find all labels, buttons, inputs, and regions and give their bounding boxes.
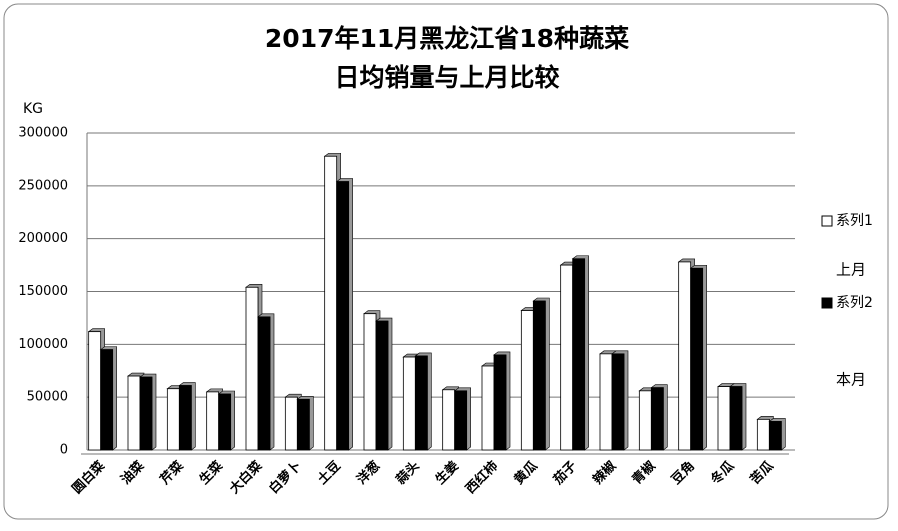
bar <box>206 391 220 451</box>
y-tick-label: 250000 <box>18 178 68 193</box>
bar <box>599 353 613 451</box>
bar <box>218 393 232 451</box>
bar <box>768 421 782 451</box>
bar <box>336 181 350 451</box>
bar <box>100 349 114 451</box>
bar <box>139 376 153 451</box>
bar <box>166 388 180 451</box>
bar <box>178 385 192 451</box>
bar <box>493 354 507 451</box>
bar <box>454 390 468 451</box>
y-tick-label: 0 <box>60 443 68 458</box>
bar <box>756 418 770 451</box>
bar <box>442 389 456 451</box>
bar <box>127 375 141 451</box>
bar <box>532 300 546 451</box>
bar <box>729 386 743 451</box>
chart-title: 日均销量与上月比较 <box>334 63 559 92</box>
y-tick-label: 300000 <box>18 126 68 141</box>
bar <box>296 398 310 451</box>
bar <box>638 390 652 451</box>
legend-label: 系列1 <box>836 213 873 229</box>
bar <box>611 353 625 451</box>
bar <box>324 155 338 451</box>
chart-title: 2017年11月黑龙江省18种蔬菜 <box>265 24 629 53</box>
bar <box>402 356 416 451</box>
y-axis-label: KG <box>23 101 43 117</box>
bar <box>284 396 298 451</box>
bar <box>572 258 586 451</box>
bar <box>88 331 102 451</box>
bar <box>375 320 389 451</box>
legend-label: 系列2 <box>836 295 873 311</box>
y-tick-label: 150000 <box>18 284 68 299</box>
y-tick-label: 50000 <box>27 390 68 405</box>
legend-swatch <box>821 215 833 227</box>
bar <box>520 310 534 451</box>
bar <box>560 264 574 451</box>
bar <box>363 313 377 451</box>
bar <box>690 267 704 451</box>
annotation: 本月 <box>836 371 866 389</box>
bar <box>481 365 495 451</box>
annotation: 上月 <box>836 261 866 279</box>
bar <box>414 355 428 451</box>
y-tick-label: 200000 <box>18 231 68 246</box>
legend-swatch <box>821 297 833 309</box>
bar <box>717 386 731 451</box>
bar <box>257 316 271 451</box>
bar <box>245 286 259 451</box>
bar <box>678 261 692 451</box>
bar <box>650 387 664 451</box>
y-tick-label: 100000 <box>18 337 68 352</box>
